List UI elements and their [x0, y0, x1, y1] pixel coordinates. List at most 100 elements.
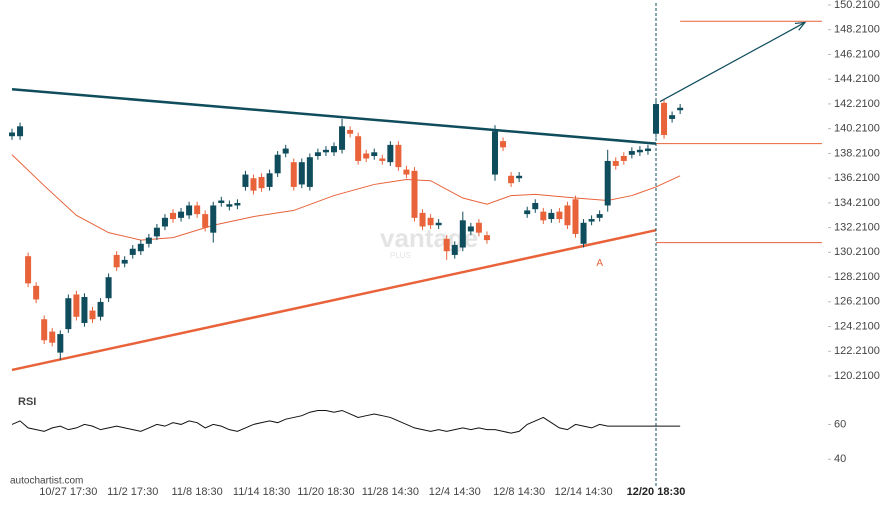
rsi-tick-label: 60: [834, 418, 846, 430]
candle-body: [57, 334, 64, 353]
candle-body: [266, 173, 273, 187]
candle-body: [677, 107, 684, 111]
candle-body: [250, 178, 257, 191]
candle-body: [73, 294, 80, 317]
x-tick-label: 12/4 14:30: [429, 486, 481, 498]
candle-body: [17, 126, 24, 137]
candle-body: [508, 175, 515, 184]
y-tick-label: 148.2100: [834, 24, 880, 36]
candle-body: [41, 319, 48, 341]
y-tick-label: 126.2100: [834, 296, 880, 308]
candle-body: [218, 200, 225, 203]
watermark-sub: PLUS: [390, 251, 411, 260]
candle-body: [379, 158, 386, 161]
candle-body: [234, 202, 241, 206]
candle-body: [97, 301, 104, 317]
forecast-arrow: [659, 21, 806, 103]
y-tick-label: 136.2100: [834, 172, 880, 184]
candle-body: [65, 298, 72, 330]
candle-body: [483, 235, 490, 241]
candle-body: [620, 155, 627, 161]
candle-body: [314, 152, 321, 156]
y-tick-label: 124.2100: [834, 320, 880, 332]
candle-body: [371, 152, 378, 156]
candle-body: [298, 162, 305, 185]
candle-body: [347, 130, 354, 134]
y-tick-label: 144.2100: [834, 73, 880, 85]
candle-body: [459, 220, 466, 248]
candle-body: [282, 148, 289, 154]
y-tick-label: 146.2100: [834, 48, 880, 60]
candle-body: [153, 227, 160, 237]
x-tick-label: 12/14 14:30: [554, 486, 612, 498]
candle-body: [274, 154, 281, 174]
candle-body: [33, 285, 40, 300]
y-tick-label: 142.2100: [834, 98, 880, 110]
y-tick-label: 122.2100: [834, 345, 880, 357]
candle-body: [516, 175, 523, 179]
candle-body: [331, 146, 337, 153]
candle-body: [137, 243, 144, 252]
candle-body: [49, 331, 56, 343]
x-tick-label: 11/2 17:30: [107, 486, 158, 498]
rsi-line: [11, 409, 681, 434]
y-tick-label: 134.2100: [834, 197, 880, 209]
candle-body: [604, 160, 611, 206]
candle-body: [306, 157, 313, 187]
rsi-tick-label: 40: [834, 453, 846, 465]
y-tick-label: 140.2100: [834, 123, 880, 135]
candle-body: [170, 212, 176, 220]
candle-body: [564, 205, 571, 226]
candle-body: [161, 217, 168, 227]
trendline: [11, 87, 657, 145]
trendline: [11, 228, 657, 372]
candle-body: [419, 212, 426, 227]
candle-body: [524, 210, 531, 215]
candle-body: [322, 149, 329, 153]
candle-body: [387, 144, 394, 163]
candle-body: [363, 153, 370, 159]
annotation: A: [596, 258, 603, 269]
rsi-label: RSI: [18, 396, 36, 408]
moving-average: [11, 154, 681, 241]
x-tick-label: 12/8 14:30: [493, 486, 545, 498]
candle-body: [500, 141, 507, 148]
candle-body: [612, 160, 619, 166]
candle-body: [588, 219, 595, 222]
candle-body: [145, 237, 152, 244]
y-tick-label: 130.2100: [834, 246, 880, 258]
candle-body: [113, 254, 120, 268]
y-tick-label: 120.2100: [834, 370, 880, 382]
candle-body: [644, 148, 651, 152]
candle-body: [661, 102, 668, 135]
source: autochartist.com: [10, 476, 83, 487]
candle-body: [572, 199, 579, 234]
candle-body: [186, 205, 193, 216]
candle-body: [339, 126, 346, 150]
candle-body: [451, 245, 458, 255]
candle-body: [226, 204, 233, 207]
candle-body: [395, 144, 402, 168]
candle-body: [290, 162, 297, 187]
candle-body: [556, 211, 563, 220]
candle-body: [178, 211, 185, 218]
x-tick-label: 11/14 18:30: [233, 486, 290, 498]
candle-body: [355, 136, 362, 161]
candle-body: [443, 238, 450, 252]
candle-body: [596, 214, 603, 218]
candle-body: [467, 226, 474, 232]
candle-body: [492, 131, 498, 175]
candle-body: [636, 149, 643, 153]
y-tick-label: 128.2100: [834, 271, 880, 283]
candle-body: [427, 217, 434, 226]
candle-body: [89, 310, 96, 320]
candle-body: [669, 115, 676, 119]
candle-body: [411, 170, 418, 218]
y-tick-label: 138.2100: [834, 147, 880, 159]
candle-body: [403, 169, 410, 175]
candle-body: [540, 211, 547, 221]
forecast-arrowhead: [794, 21, 807, 31]
x-tick-label: 12/20 18:30: [627, 486, 686, 498]
